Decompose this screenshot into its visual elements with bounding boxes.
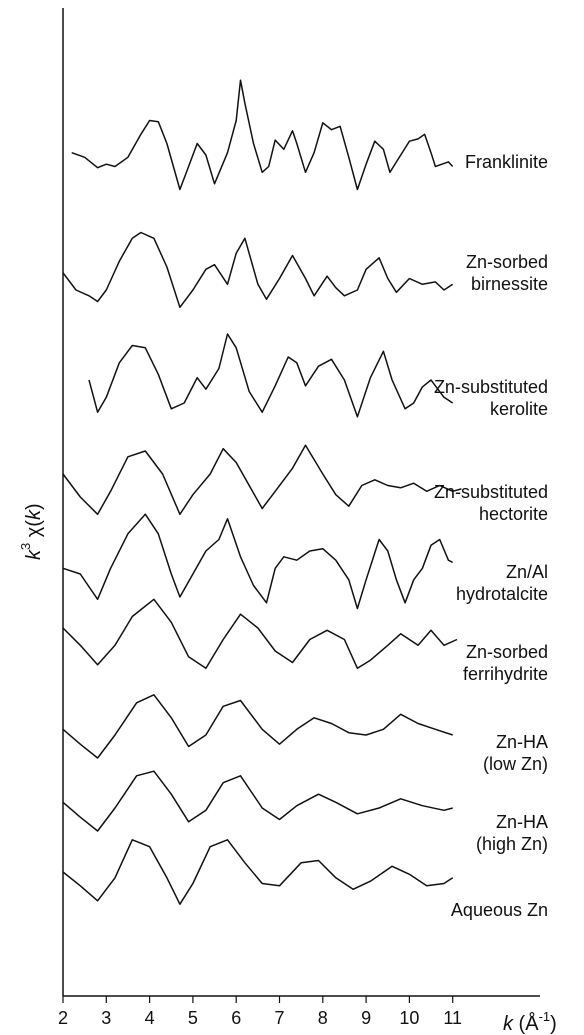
x-ticks: 2 3 4 5 6 7 8 9 10 11: [58, 996, 462, 1028]
series-label: birnessite: [471, 274, 548, 294]
x-tick-label: 4: [145, 1008, 155, 1028]
series-label: Zn-substituted: [434, 482, 548, 502]
x-axis-title: k (Å-1): [503, 1009, 557, 1035]
x-tick-label: 3: [101, 1008, 111, 1028]
series-trace: [62, 694, 453, 759]
series-labels: FrankliniteZn-sorbedbirnessiteZn-substit…: [434, 152, 548, 920]
series-trace: [62, 839, 454, 905]
series-trace: [62, 770, 453, 832]
series-label: Zn-sorbed: [466, 642, 548, 662]
series-trace: [88, 333, 454, 418]
traces: [62, 79, 462, 905]
series-label: hectorite: [479, 504, 548, 524]
series-label: hydrotalcite: [456, 584, 548, 604]
series-label: Aqueous Zn: [451, 900, 548, 920]
series-label: kerolite: [490, 399, 548, 419]
x-tick-label: 2: [58, 1008, 68, 1028]
x-tick-label: 5: [188, 1008, 198, 1028]
x-tick-label: 7: [274, 1008, 284, 1028]
series-label: Franklinite: [465, 152, 548, 172]
series-trace: [62, 231, 454, 309]
series-label: Zn-HA: [496, 812, 548, 832]
x-tick-label: 8: [318, 1008, 328, 1028]
x-tick-label: 11: [443, 1008, 462, 1028]
series-label: ferrihydrite: [463, 664, 548, 684]
series-trace: [62, 513, 454, 610]
series-label: (low Zn): [483, 754, 548, 774]
series-label: (high Zn): [476, 834, 548, 854]
series-trace: [62, 444, 462, 516]
series-label: Zn-substituted: [434, 377, 548, 397]
series-trace: [71, 79, 454, 191]
x-tick-label: 10: [399, 1008, 419, 1028]
x-tick-label: 9: [361, 1008, 371, 1028]
series-trace: [62, 598, 458, 670]
x-tick-label: 6: [231, 1008, 241, 1028]
series-label: Zn-HA: [496, 732, 548, 752]
series-label: Zn/Al: [506, 562, 548, 582]
series-label: Zn-sorbed: [466, 252, 548, 272]
y-axis-title: k3 χ(k): [18, 503, 45, 560]
